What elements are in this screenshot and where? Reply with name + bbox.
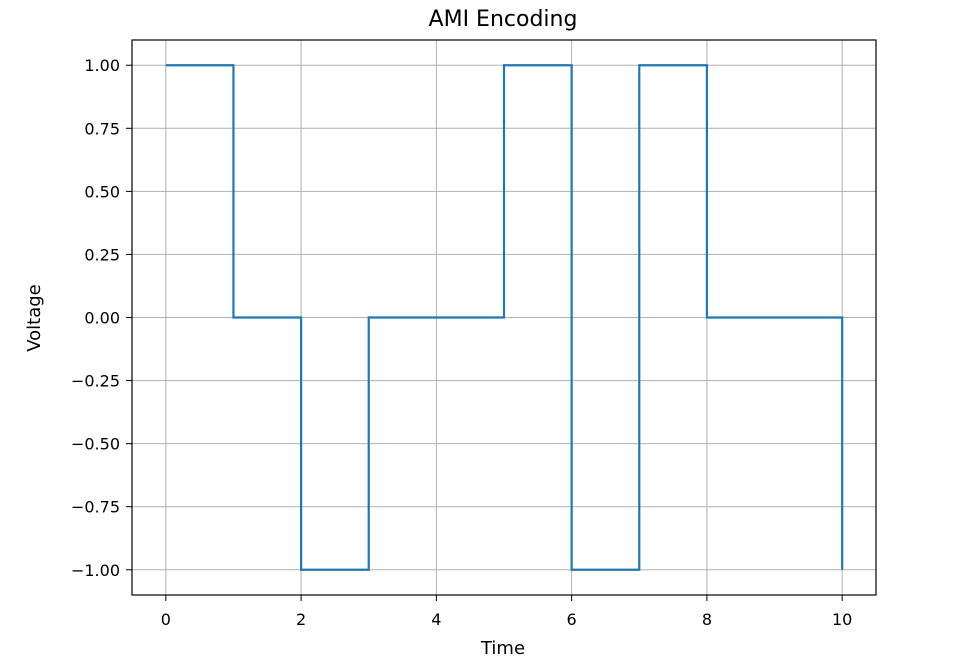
y-tick-label: 0.50 (84, 182, 120, 201)
y-tick-label: −0.25 (71, 372, 120, 391)
series-layer (165, 64, 844, 571)
y-tick-label: −0.50 (71, 435, 120, 454)
y-tick-label: 0.25 (84, 245, 120, 264)
y-tick-label: 0.00 (84, 309, 120, 328)
x-tick-label: 10 (832, 610, 852, 629)
x-axis-title: Time (480, 638, 525, 659)
x-tick-label: 6 (567, 610, 577, 629)
x-tick-label: 2 (296, 610, 306, 629)
x-axis: 0 2 4 6 8 10 (161, 595, 852, 629)
x-tick-label: 0 (161, 610, 171, 629)
chart-title: AMI Encoding (429, 7, 578, 32)
x-tick-label: 4 (431, 610, 441, 629)
x-tick-label: 8 (702, 610, 712, 629)
y-tick-label: 0.75 (84, 119, 120, 138)
y-axis-title: Voltage (24, 284, 45, 352)
ami-signal-line (165, 64, 844, 571)
y-axis: 1.00 0.75 0.50 0.25 0.00 −0.25 −0.50 −0.75 −1.00 (71, 56, 132, 580)
y-tick-label: −1.00 (71, 561, 120, 580)
y-tick-label: −0.75 (71, 498, 120, 517)
y-tick-label: 1.00 (84, 56, 120, 75)
